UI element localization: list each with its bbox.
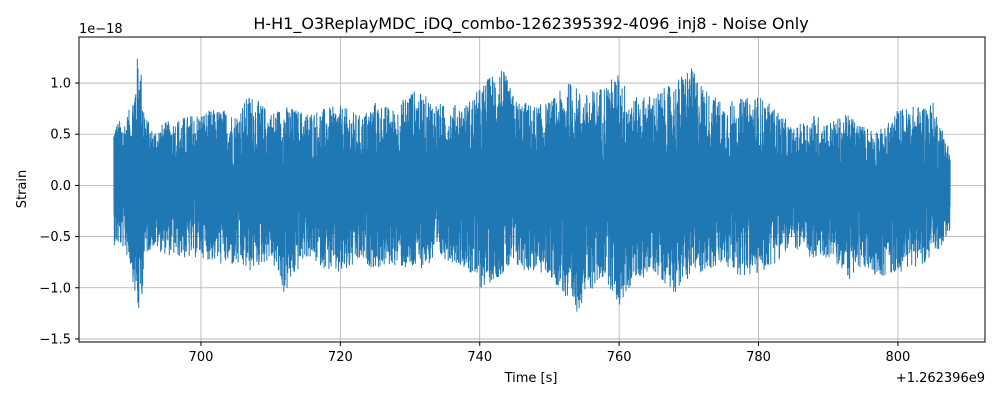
strain-noise-line bbox=[113, 58, 951, 312]
x-tick-label: 780 bbox=[746, 350, 771, 365]
x-axis-ticks: 700 720 740 760 780 800 bbox=[189, 342, 910, 365]
y-tick-label: −1.0 bbox=[39, 281, 71, 296]
y-axis-label: Strain bbox=[15, 170, 30, 209]
y-scale-label: 1e−18 bbox=[79, 22, 123, 37]
y-tick-label: −0.5 bbox=[39, 230, 71, 245]
y-tick-label: 0.5 bbox=[50, 128, 71, 143]
x-tick-label: 760 bbox=[607, 350, 632, 365]
y-tick-label: −1.5 bbox=[39, 332, 71, 347]
x-tick-label: 800 bbox=[885, 350, 910, 365]
y-axis-ticks: −1.5 −1.0 −0.5 0.0 0.5 1.0 bbox=[39, 77, 79, 347]
x-axis-label: Time [s] bbox=[504, 371, 558, 386]
x-tick-label: 700 bbox=[189, 350, 214, 365]
x-tick-label: 740 bbox=[467, 350, 492, 365]
chart-title: H-H1_O3ReplayMDC_iDQ_combo-1262395392-40… bbox=[253, 14, 808, 34]
x-tick-label: 720 bbox=[328, 350, 353, 365]
strain-series-layer bbox=[113, 58, 951, 312]
x-offset-label: +1.262396e9 bbox=[896, 371, 985, 386]
y-tick-label: 0.0 bbox=[50, 179, 71, 194]
plot-frame bbox=[78, 36, 986, 343]
y-tick-label: 1.0 bbox=[50, 77, 71, 92]
